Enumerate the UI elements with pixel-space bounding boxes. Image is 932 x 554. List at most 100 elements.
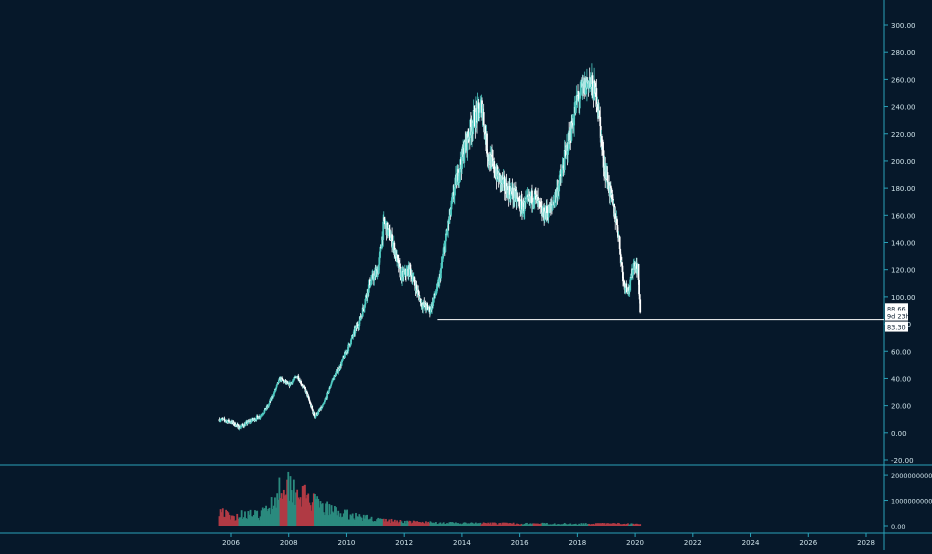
- candle-body: [269, 400, 271, 403]
- candle-body: [404, 269, 407, 275]
- volume-bar: [310, 510, 313, 526]
- volume-bar: [511, 523, 514, 526]
- candle-body: [444, 240, 447, 252]
- candle-body: [477, 102, 480, 109]
- volume-bar: [469, 523, 472, 526]
- candle-body: [629, 279, 632, 291]
- volume-bar: [541, 522, 544, 526]
- candle-body: [365, 295, 368, 297]
- volume-bar: [383, 521, 386, 526]
- candle-body: [369, 285, 372, 287]
- candle-body: [237, 428, 240, 430]
- candle-body: [386, 222, 389, 235]
- candle-body: [628, 286, 630, 292]
- candle-body: [281, 378, 284, 381]
- volume-bar: [361, 520, 364, 526]
- volume-bar: [403, 520, 406, 526]
- volume-bar: [591, 524, 594, 526]
- volume-bar: [371, 521, 374, 526]
- volume-bar: [638, 524, 640, 526]
- volume-bar: [546, 522, 548, 526]
- volume-bar: [587, 523, 589, 526]
- candle-body: [490, 154, 493, 169]
- candle-body: [564, 150, 567, 151]
- volume-bar: [240, 510, 243, 526]
- volume-bar: [335, 507, 337, 526]
- candle-body: [257, 418, 260, 420]
- volume-bar: [581, 524, 584, 526]
- candle-body: [244, 423, 247, 426]
- candle-body: [297, 379, 300, 381]
- candle-body: [613, 203, 616, 217]
- candle-body: [341, 359, 344, 363]
- volume-bar: [518, 524, 521, 526]
- candle-body: [569, 140, 572, 142]
- volume-bar: [631, 523, 634, 526]
- candle-body: [261, 414, 264, 416]
- volume-bar: [586, 524, 588, 526]
- candle-body: [306, 392, 309, 397]
- volume-bar: [611, 523, 614, 526]
- volume-bar: [447, 523, 450, 526]
- candle-body: [348, 343, 351, 345]
- volume-bar: [553, 523, 556, 526]
- candle-body: [486, 133, 488, 154]
- candle-body: [358, 320, 361, 327]
- candle-body: [260, 415, 262, 417]
- candle-body: [411, 275, 413, 281]
- volume-bar: [345, 510, 347, 526]
- volume-bar: [244, 511, 246, 526]
- candle-body: [220, 419, 223, 421]
- candle-body: [380, 247, 382, 249]
- volume-bar: [500, 524, 503, 526]
- volume-bar: [512, 522, 515, 526]
- volume-bar: [362, 514, 365, 526]
- candle-body: [335, 373, 337, 377]
- volume-bar: [604, 524, 607, 526]
- price-tick-label: 100.00: [891, 294, 916, 302]
- candle-body: [562, 165, 565, 169]
- candle-body: [600, 136, 603, 147]
- candle-body: [471, 129, 473, 136]
- candle-body: [271, 396, 274, 399]
- volume-bar: [486, 523, 488, 526]
- candle-body: [280, 377, 283, 381]
- candle-body: [396, 254, 399, 259]
- price-axis: 300.00 280.00 260.00 240.00 220.00 200.00 180.…: [883, 0, 916, 550]
- candle-body: [300, 380, 302, 384]
- candle-body: [263, 410, 266, 413]
- candle-body: [300, 383, 303, 385]
- candle-body: [250, 420, 253, 422]
- volume-bar: [506, 522, 508, 526]
- candle-body: [539, 205, 542, 207]
- volume-bar: [367, 519, 370, 526]
- price-badge: 83.30: [885, 321, 908, 332]
- volume-bar: [563, 522, 566, 526]
- candle-body: [262, 412, 265, 414]
- volume-bar: [320, 504, 323, 526]
- candle-body: [447, 220, 450, 231]
- candle-body: [388, 228, 391, 230]
- candle-body: [365, 295, 367, 299]
- volume-bar: [639, 524, 642, 526]
- candle-body: [240, 425, 243, 427]
- volume-bar: [401, 523, 404, 526]
- candle-body: [401, 271, 403, 281]
- candle-body: [626, 291, 629, 293]
- volume-bar: [398, 521, 401, 526]
- candle-body: [275, 387, 277, 390]
- volume-bar: [550, 524, 553, 526]
- volume-bar: [503, 522, 506, 526]
- candle-body: [253, 418, 256, 421]
- candle-body: [239, 427, 242, 429]
- candle-body: [448, 217, 451, 223]
- volume-bar: [373, 521, 376, 526]
- volume-bar: [266, 511, 269, 526]
- volume-tick-label: 1000000000.00: [891, 498, 932, 506]
- candle-body: [340, 362, 343, 366]
- candle-body: [588, 80, 591, 89]
- candle-body: [577, 95, 580, 97]
- candle-body: [474, 108, 477, 129]
- volume-bar: [317, 498, 320, 526]
